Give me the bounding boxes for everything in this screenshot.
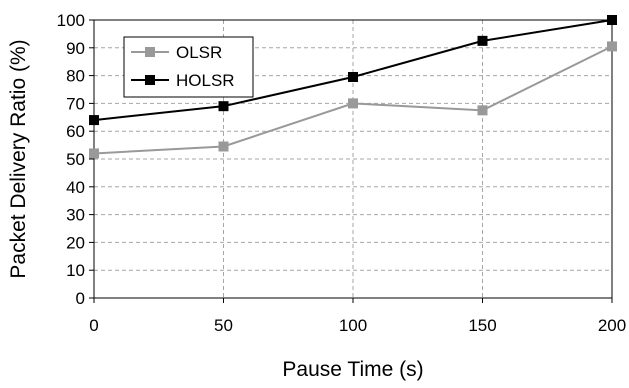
legend: OLSR HOLSR — [123, 36, 254, 98]
x-tick-label: 100 — [339, 316, 367, 335]
y-axis-label: Packet Delivery Ratio (%) — [7, 39, 30, 278]
series-group — [89, 15, 617, 159]
y-tick-label: 60 — [66, 122, 85, 141]
y-tick-label: 20 — [66, 233, 85, 252]
x-axis-label: Pause Time (s) — [282, 358, 423, 381]
olsr-data-point — [218, 141, 229, 152]
x-tick-label: 200 — [598, 316, 626, 335]
y-tick-label: 30 — [66, 206, 85, 225]
legend-olsr-marker — [145, 47, 155, 57]
holsr-data-point — [348, 71, 358, 82]
holsr-data-point — [477, 35, 488, 46]
legend-olsr-label: OLSR — [176, 43, 222, 62]
y-tick-label: 80 — [66, 67, 85, 86]
x-axis-ticks: 0 50 100 150 200 — [89, 298, 626, 335]
y-tick-label: 10 — [66, 261, 85, 280]
holsr-data-point — [218, 101, 229, 112]
y-tick-label: 40 — [66, 178, 85, 197]
y-tick-label: 100 — [57, 11, 85, 30]
olsr-data-point — [477, 105, 488, 116]
x-tick-label: 50 — [214, 316, 233, 335]
legend-holsr-label: HOLSR — [176, 71, 235, 90]
olsr-data-point — [89, 148, 99, 159]
y-tick-label: 70 — [66, 94, 85, 113]
legend-holsr-marker — [145, 75, 155, 85]
holsr-data-point — [89, 115, 99, 126]
x-tick-label: 0 — [89, 316, 98, 335]
y-tick-label: 50 — [66, 150, 85, 169]
x-tick-label: 150 — [468, 316, 496, 335]
y-tick-label: 0 — [76, 289, 85, 308]
olsr-data-point — [607, 41, 617, 52]
olsr-data-point — [348, 98, 358, 109]
holsr-data-point — [607, 15, 617, 25]
y-axis-ticks: 0 10 20 30 40 50 60 70 80 90 100 — [57, 11, 94, 308]
y-tick-label: 90 — [66, 39, 85, 58]
